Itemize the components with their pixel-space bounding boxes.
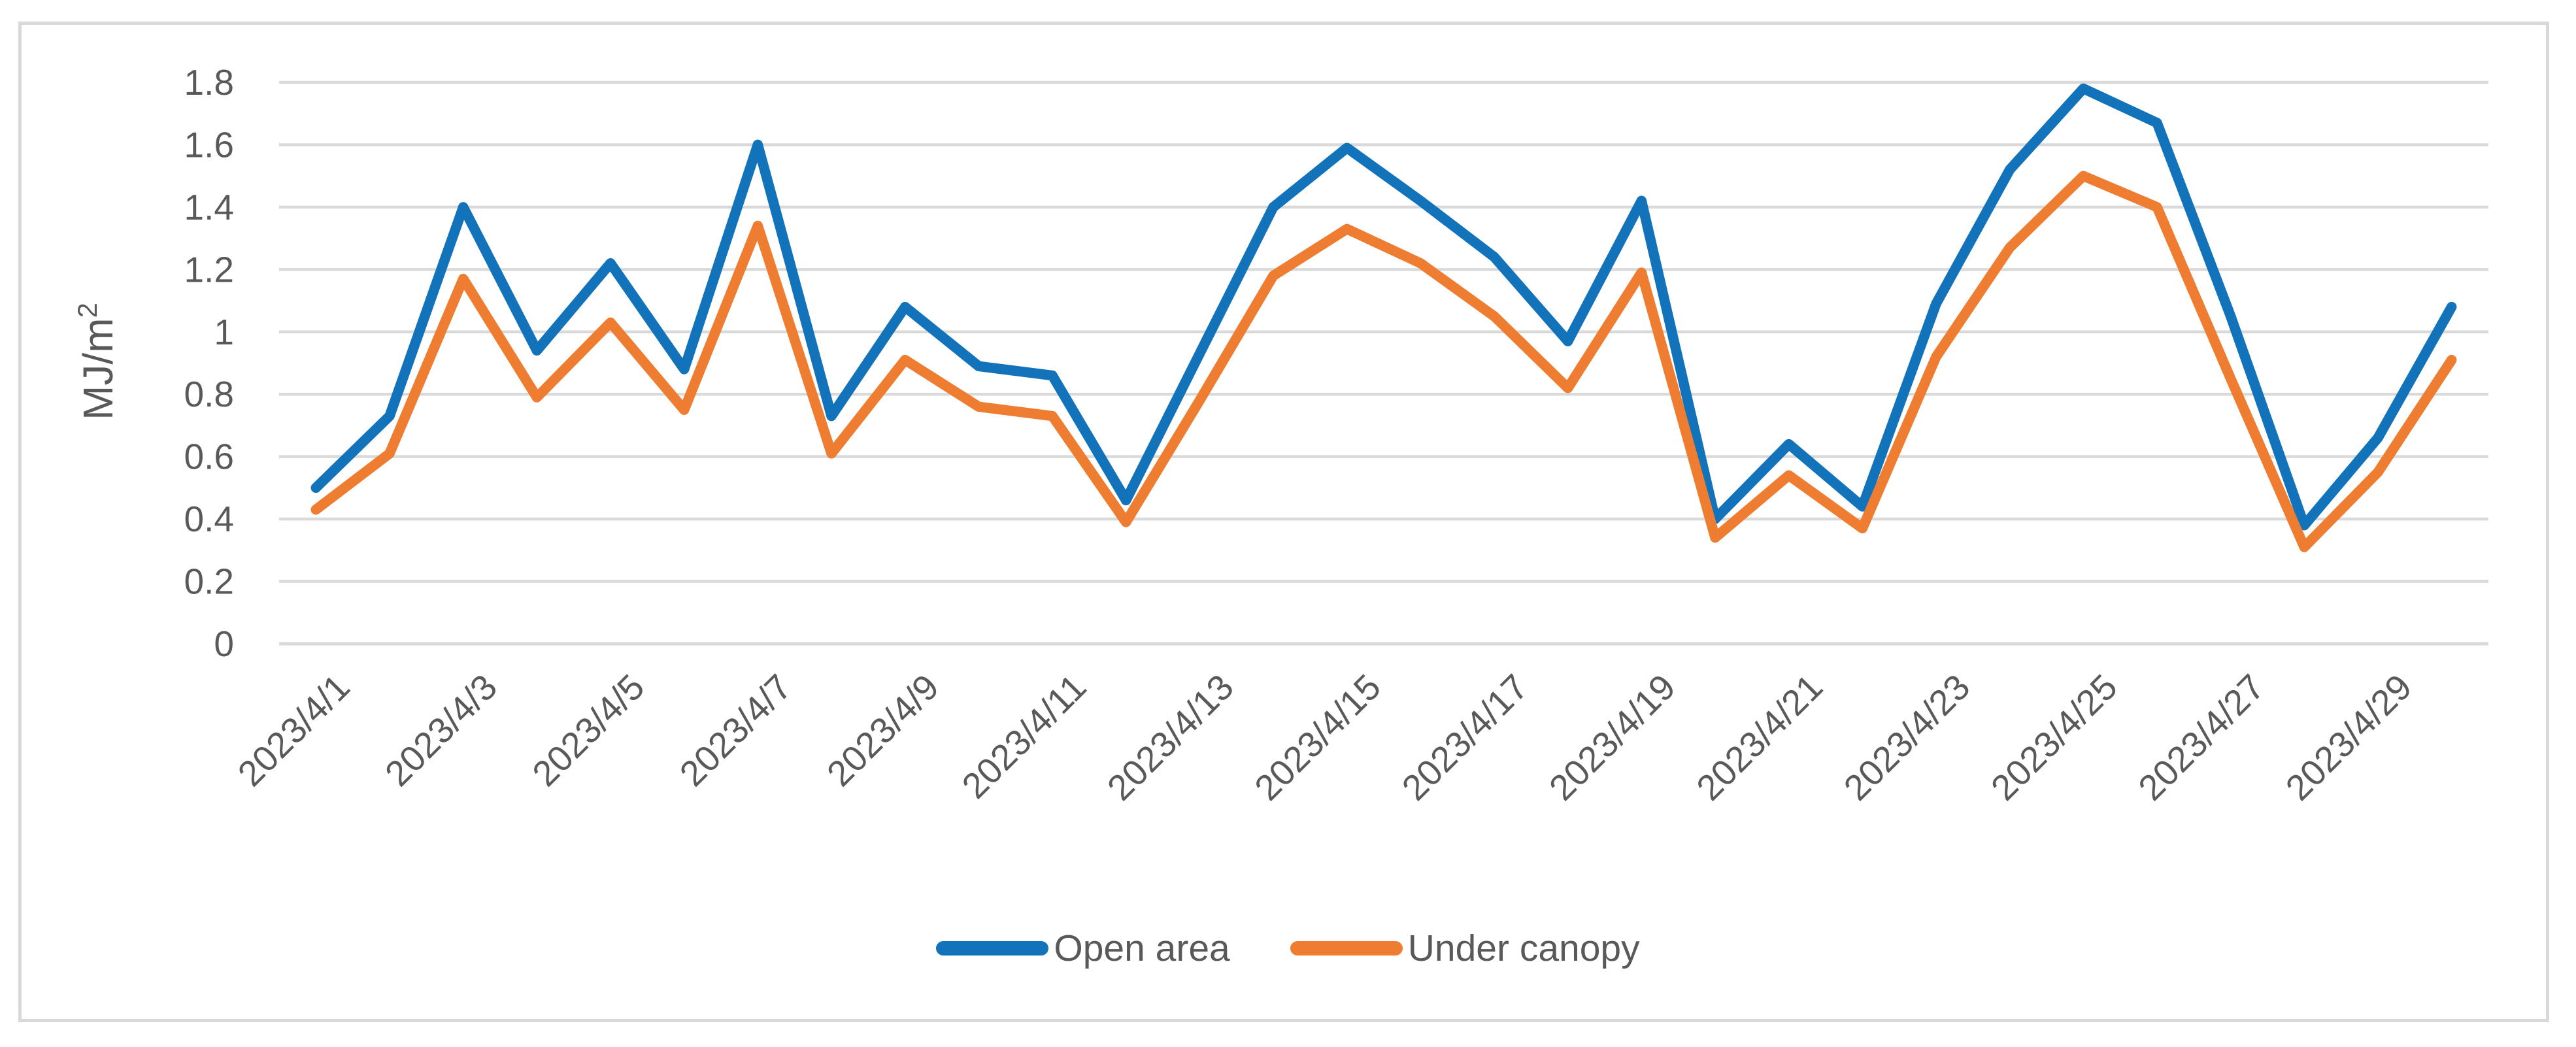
legend-label-open-area: Open area (1054, 927, 1230, 969)
y-tick-label: 0.2 (184, 561, 234, 602)
chart-frame (18, 22, 2549, 1022)
x-tick-label: 2023/4/25 (1983, 667, 2125, 808)
legend-swatch-under-canopy (1290, 941, 1403, 956)
x-tick-label: 2023/4/5 (524, 667, 652, 794)
x-tick-label: 2023/4/17 (1394, 667, 1536, 808)
legend-swatch-open-area (936, 941, 1049, 956)
x-tick-label: 2023/4/7 (672, 667, 799, 794)
y-tick-label: 0 (214, 623, 234, 664)
x-tick-label: 2023/4/15 (1246, 667, 1388, 808)
y-tick-label: 0.4 (184, 499, 234, 539)
x-tick-label: 2023/4/27 (2130, 667, 2272, 808)
y-tick-label: 1.2 (184, 249, 234, 290)
y-axis-title: MJ/m2 (72, 303, 122, 420)
x-tick-label: 2023/4/29 (2278, 667, 2420, 808)
y-tick-label: 1.6 (184, 124, 234, 165)
series-line-open-area (310, 83, 2457, 531)
y-tick-label: 1.8 (184, 62, 234, 103)
x-tick-label: 2023/4/21 (1688, 667, 1830, 808)
x-tick-label: 2023/4/13 (1099, 667, 1241, 808)
legend-label-under-canopy: Under canopy (1407, 927, 1640, 969)
y-tick-label: 1 (214, 312, 234, 352)
x-tick-label: 2023/4/19 (1541, 667, 1683, 808)
legend: Open area Under canopy (0, 927, 2576, 970)
x-tick-label: 2023/4/3 (377, 667, 505, 794)
y-tick-label: 1.4 (184, 187, 234, 227)
x-tick-label: 2023/4/11 (954, 667, 1094, 806)
x-tick-label: 2023/4/1 (230, 667, 358, 794)
legend-item-under-canopy: Under canopy (1290, 927, 1640, 970)
legend-item-open-area: Open area (936, 927, 1230, 970)
series-line-under-canopy (310, 171, 2457, 552)
y-tick-label: 0.6 (184, 437, 234, 477)
y-tick-label: 0.8 (184, 374, 234, 414)
x-tick-label: 2023/4/9 (819, 667, 946, 794)
x-tick-label: 2023/4/23 (1836, 667, 1978, 808)
